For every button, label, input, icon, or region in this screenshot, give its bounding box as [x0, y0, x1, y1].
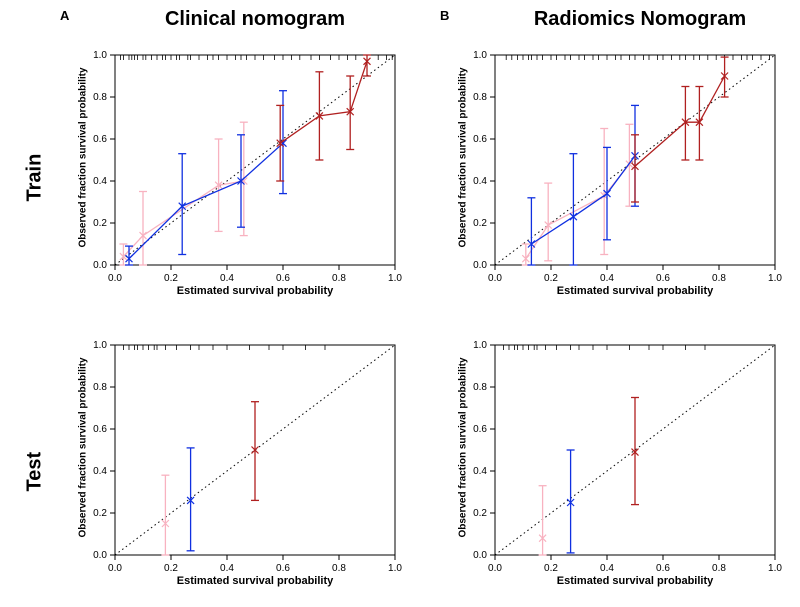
panel-radiomics-test: 0.00.20.40.60.81.00.00.20.40.60.81.0Esti…: [495, 345, 775, 555]
x-tick-label: 0.4: [220, 563, 234, 574]
y-tick-label: 0.2: [473, 508, 487, 519]
x-tick-label: 0.2: [544, 273, 558, 284]
y-tick-label: 0.4: [473, 176, 487, 187]
x-tick-label: 0.2: [164, 563, 178, 574]
calibration-line: [280, 61, 367, 143]
y-tick-label: 0.0: [473, 260, 487, 271]
y-tick-label: 0.8: [93, 92, 107, 103]
y-tick-label: 0.6: [93, 134, 107, 145]
y-tick-label: 0.6: [93, 424, 107, 435]
x-tick-label: 0.6: [656, 563, 670, 574]
y-tick-label: 0.2: [93, 508, 107, 519]
calibration-line: [123, 181, 243, 257]
x-tick-label: 0.0: [108, 563, 122, 574]
x-tick-label: 0.6: [276, 273, 290, 284]
panel-clinical-train: 0.00.20.40.60.81.00.00.20.40.60.81.0Esti…: [115, 55, 395, 265]
calibration-plot: 0.00.20.40.60.81.00.00.20.40.60.81.0: [495, 55, 776, 266]
x-tick-label: 0.2: [164, 273, 178, 284]
x-tick-label: 0.8: [332, 563, 346, 574]
x-tick-label: 1.0: [388, 273, 402, 284]
calibration-plot: 0.00.20.40.60.81.00.00.20.40.60.81.0: [495, 345, 776, 556]
x-tick-label: 0.6: [656, 273, 670, 284]
y-axis-label: Observed fraction survival probability: [458, 343, 469, 553]
panel-radiomics-train: 0.00.20.40.60.81.00.00.20.40.60.81.0Esti…: [495, 55, 775, 265]
y-tick-label: 0.2: [473, 218, 487, 229]
x-tick-label: 0.6: [276, 563, 290, 574]
x-tick-label: 1.0: [768, 273, 782, 284]
y-axis-label: Observed fraction survival probability: [458, 53, 469, 263]
y-tick-label: 0.0: [473, 550, 487, 561]
y-tick-label: 0.8: [473, 382, 487, 393]
y-tick-label: 1.0: [93, 50, 107, 61]
y-tick-label: 1.0: [473, 340, 487, 351]
identity-line: [115, 55, 395, 265]
y-tick-label: 0.6: [473, 424, 487, 435]
x-tick-label: 0.0: [488, 563, 502, 574]
panel-letter-A: A: [60, 8, 69, 23]
row-title-test: Test: [24, 412, 47, 492]
calibration-plot: 0.00.20.40.60.81.00.00.20.40.60.81.0: [115, 345, 396, 556]
x-axis-label: Estimated survival probability: [115, 285, 395, 297]
panel-letter-B: B: [440, 8, 449, 23]
calibration-figure: A B Clinical nomogram Radiomics Nomogram…: [0, 0, 800, 607]
y-tick-label: 0.4: [473, 466, 487, 477]
x-tick-label: 0.0: [108, 273, 122, 284]
x-axis-label: Estimated survival probability: [495, 285, 775, 297]
panel-clinical-test: 0.00.20.40.60.81.00.00.20.40.60.81.0Esti…: [115, 345, 395, 555]
calibration-line: [635, 76, 725, 166]
row-title-train: Train: [24, 122, 47, 202]
y-tick-label: 0.8: [473, 92, 487, 103]
x-axis-label: Estimated survival probability: [115, 575, 395, 587]
y-tick-label: 0.4: [93, 176, 107, 187]
y-axis-label: Observed fraction survival probability: [78, 343, 89, 553]
x-tick-label: 0.8: [712, 563, 726, 574]
calibration-line: [129, 143, 283, 259]
x-tick-label: 0.8: [332, 273, 346, 284]
col-title-clinical: Clinical nomogram: [110, 8, 400, 31]
y-tick-label: 1.0: [473, 50, 487, 61]
calibration-line: [531, 156, 635, 244]
x-tick-label: 0.0: [488, 273, 502, 284]
x-axis-label: Estimated survival probability: [495, 575, 775, 587]
col-title-radiomics: Radiomics Nomogram: [490, 8, 790, 31]
x-tick-label: 1.0: [768, 563, 782, 574]
y-tick-label: 0.0: [93, 550, 107, 561]
x-tick-label: 0.4: [600, 273, 614, 284]
y-tick-label: 0.0: [93, 260, 107, 271]
y-tick-label: 0.8: [93, 382, 107, 393]
y-tick-label: 1.0: [93, 340, 107, 351]
y-axis-label: Observed fraction survival probability: [78, 53, 89, 263]
x-tick-label: 0.8: [712, 273, 726, 284]
x-tick-label: 0.4: [600, 563, 614, 574]
x-tick-label: 1.0: [388, 563, 402, 574]
y-tick-label: 0.4: [93, 466, 107, 477]
calibration-plot: 0.00.20.40.60.81.00.00.20.40.60.81.0: [115, 55, 396, 266]
calibration-line: [526, 164, 630, 259]
x-tick-label: 0.4: [220, 273, 234, 284]
x-tick-label: 0.2: [544, 563, 558, 574]
y-tick-label: 0.6: [473, 134, 487, 145]
y-tick-label: 0.2: [93, 218, 107, 229]
